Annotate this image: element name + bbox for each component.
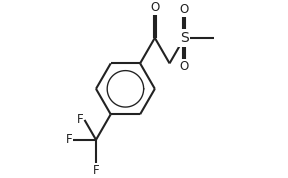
Text: O: O (180, 3, 189, 16)
Text: F: F (93, 164, 99, 177)
Text: F: F (77, 113, 84, 126)
Text: O: O (180, 60, 189, 73)
Text: F: F (65, 133, 72, 146)
Text: S: S (180, 31, 189, 45)
Text: O: O (150, 1, 160, 14)
